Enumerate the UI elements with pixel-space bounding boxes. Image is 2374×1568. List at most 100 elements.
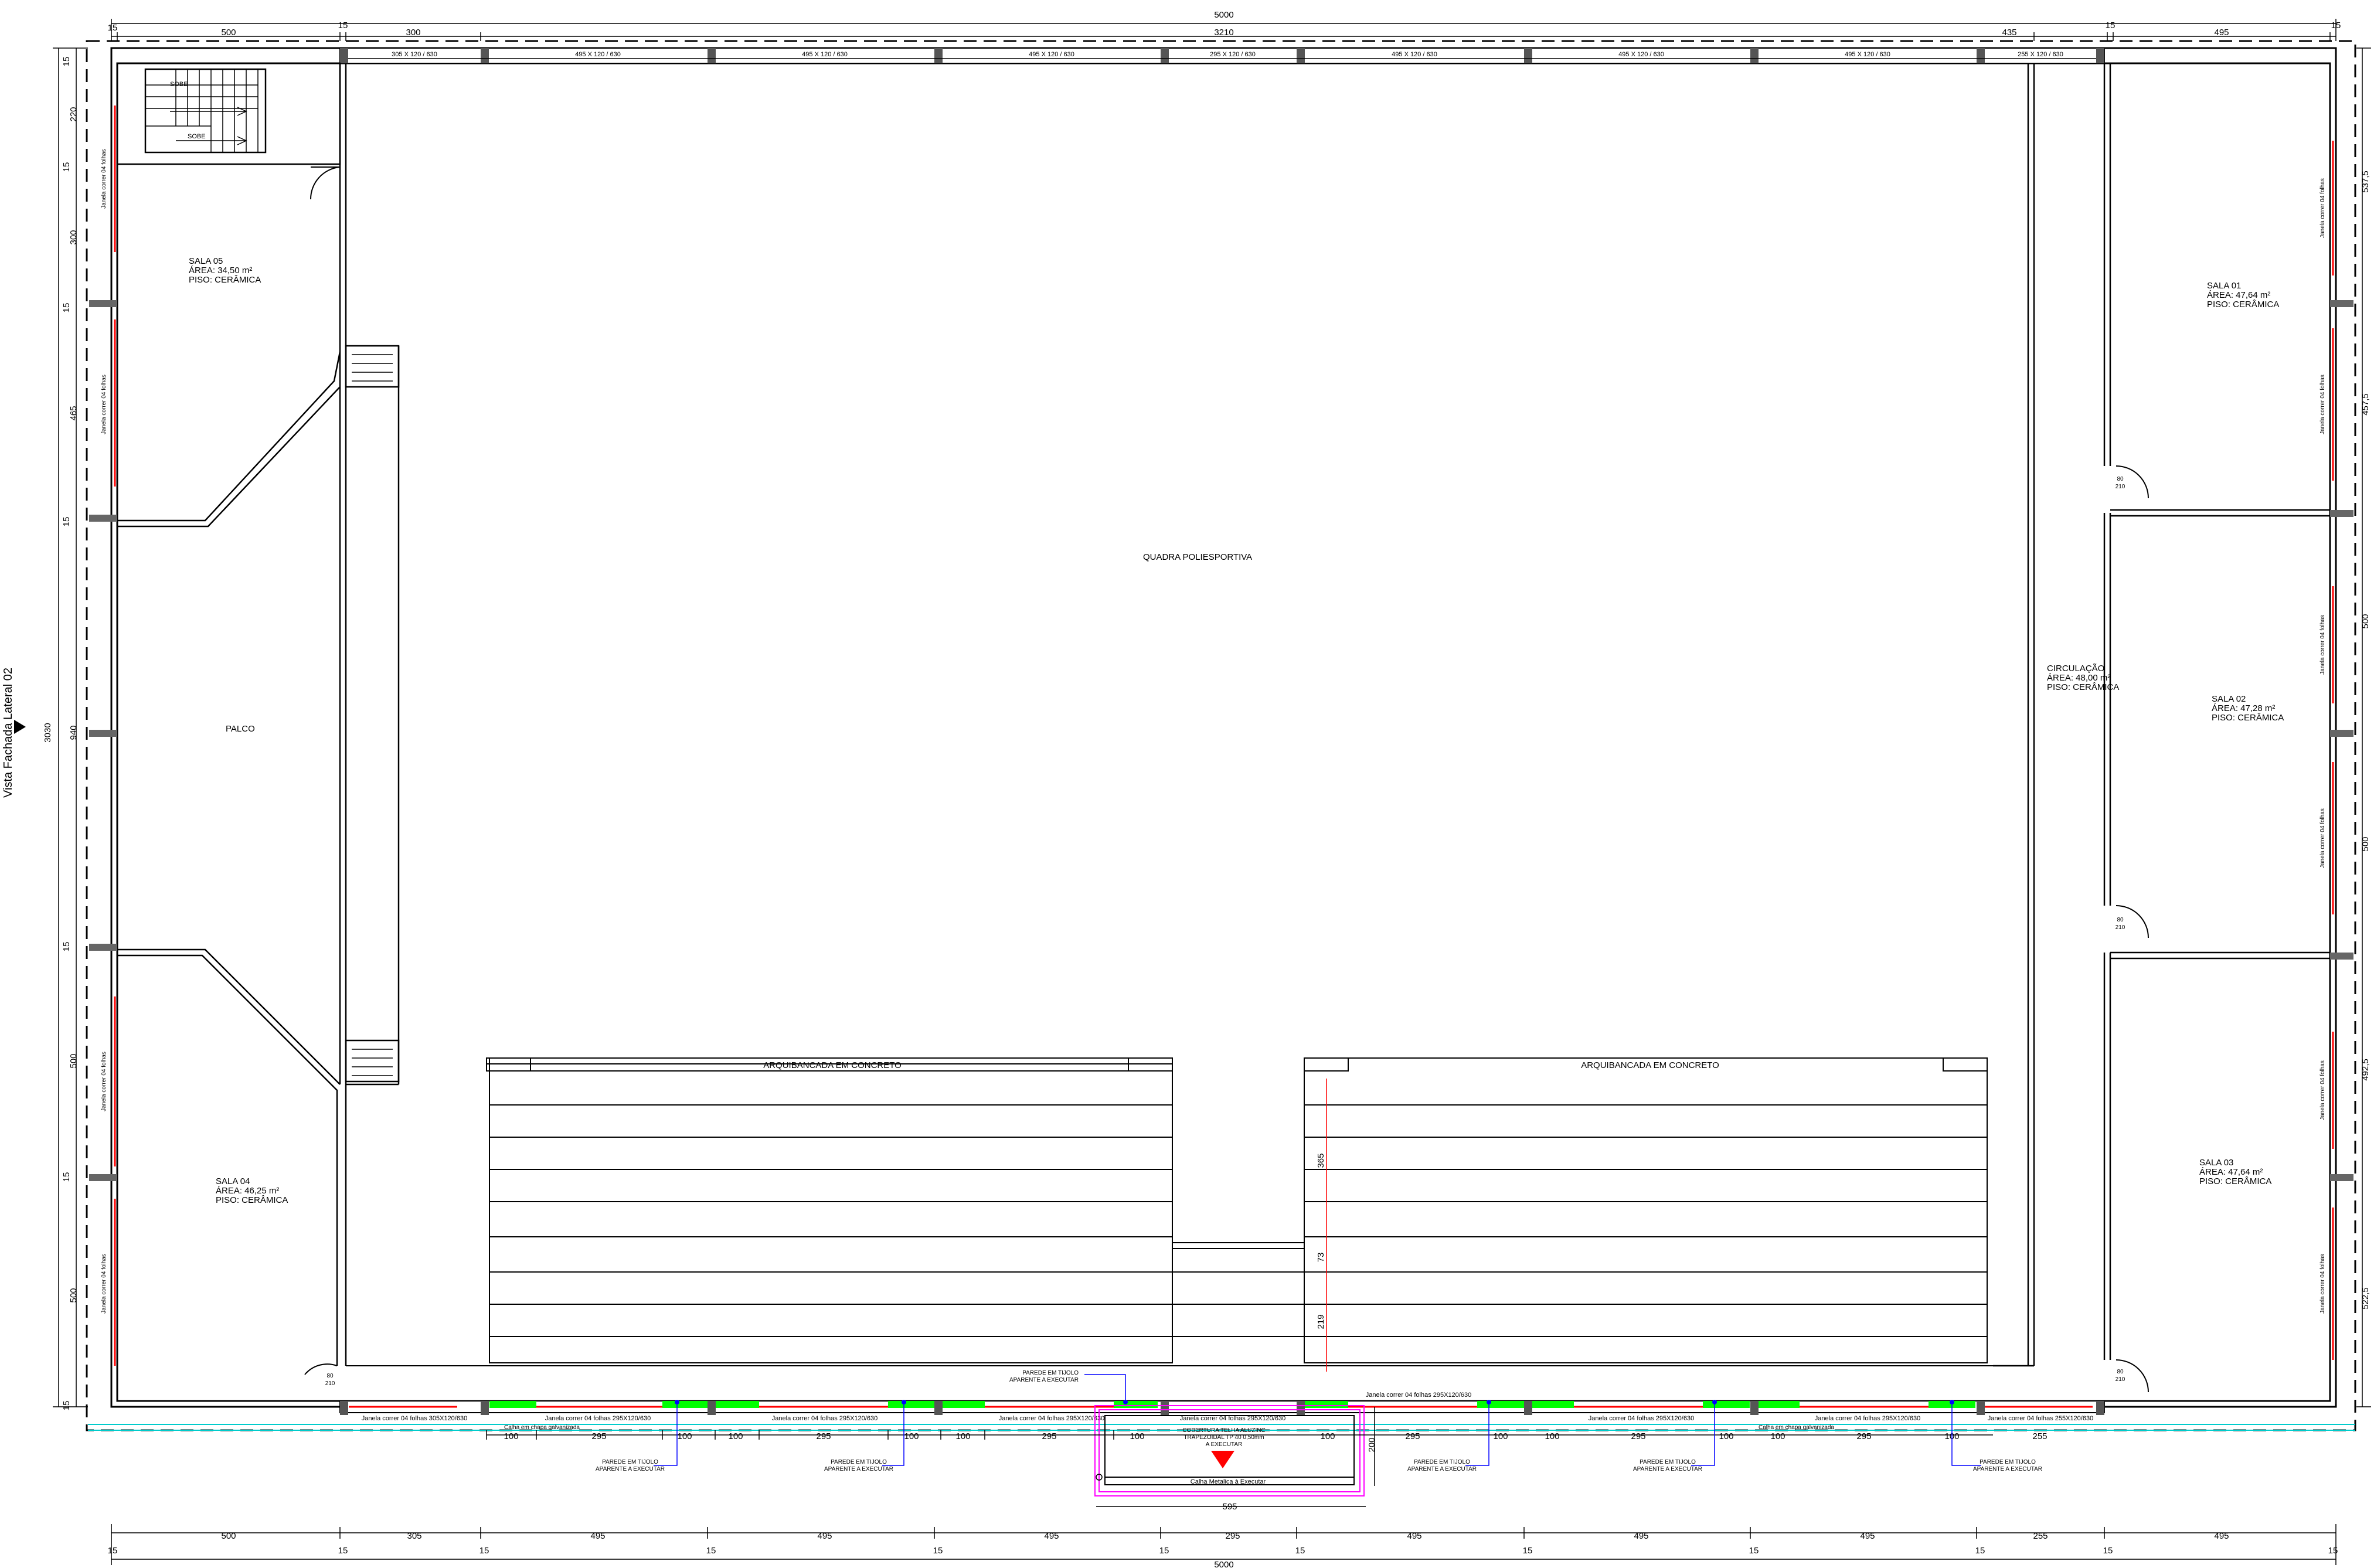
sala05-piso: PISO: CERÂMICA xyxy=(189,275,261,285)
dim-left-1: 15 xyxy=(62,57,72,67)
seg-dim-11: 295 xyxy=(1405,1431,1420,1441)
dim-right-2: 457,5 xyxy=(2361,393,2370,416)
seg-dim-8: 295 xyxy=(1042,1431,1056,1441)
seg-dim-7: 100 xyxy=(955,1431,970,1441)
label-arquibancada-right: ARQUIBANCADA EM CONCRETO xyxy=(1581,1060,1719,1070)
top-window-label-1: 305 X 120 / 630 xyxy=(392,51,437,58)
seg-dim-13: 100 xyxy=(1545,1431,1559,1441)
dim-bottom-1: 15 xyxy=(108,1546,118,1556)
bleacher-dim-3: 219 xyxy=(1316,1314,1326,1329)
cobertura-note-2: TRAPEZOIDAL TP 40 0,50mm xyxy=(1183,1434,1264,1441)
side-window-label-right-1: Janela correr 04 folhas xyxy=(2319,178,2326,238)
seg-dim-9: 100 xyxy=(1130,1431,1144,1441)
sala02-area: ÁREA: 47,28 m² xyxy=(2212,703,2275,713)
parede-note-d1: PAREDE EM TIJOLO xyxy=(1414,1459,1470,1465)
dim-bottom-9: 15 xyxy=(933,1546,943,1556)
bottom-window-label-3: Janela correr 04 folhas 295X120/630 xyxy=(772,1415,878,1422)
view-arrow-icon xyxy=(14,720,26,734)
seg-dim-10: 100 xyxy=(1320,1431,1335,1441)
door-label-w: 80 xyxy=(326,1373,334,1379)
parede-note-f1: PAREDE EM TIJOLO xyxy=(1980,1459,2036,1465)
cobertura-note-1: COBERTURA TELHA ALUZINC xyxy=(1182,1427,1265,1434)
dim-bottom-8: 495 xyxy=(817,1531,832,1541)
side-window-label-right-3: Janela correr 04 folhas xyxy=(2319,615,2326,675)
lower-dimension-row xyxy=(486,1430,1993,1440)
dim-bottom-12: 295 xyxy=(1225,1531,1240,1541)
sala02-piso: PISO: CERÂMICA xyxy=(2212,713,2284,723)
dim-top-4: 300 xyxy=(406,28,420,38)
dim-left-7: 15 xyxy=(62,517,72,527)
parede-note-dots xyxy=(675,1400,1954,1404)
top-window-label-6: 495 X 120 / 630 xyxy=(1392,51,1437,58)
dim-right-4: 500 xyxy=(2361,836,2370,851)
parede-note-leaders xyxy=(654,1374,1981,1466)
circulacao-area: ÁREA: 48,00 m² xyxy=(2047,673,2110,683)
dim-bottom-2: 500 xyxy=(221,1531,236,1541)
gutter-label-1: Calha em chapa galvanizada xyxy=(504,1424,580,1431)
stair-up-label-1: SOBE xyxy=(170,81,188,88)
parede-note-a1: PAREDE EM TIJOLO xyxy=(602,1459,658,1465)
dim-left-total: 3030 xyxy=(43,723,53,742)
label-sala02: SALA 02 ÁREA: 47,28 m² PISO: CERÂMICA xyxy=(2212,694,2284,723)
dim-left-6: 465 xyxy=(69,406,79,420)
stair-treads xyxy=(145,69,393,1076)
label-sala03: SALA 03 ÁREA: 47,64 m² PISO: CERÂMICA xyxy=(2199,1158,2271,1186)
dim-bottom-5: 15 xyxy=(479,1546,489,1556)
door-label-h: 210 xyxy=(2115,1376,2125,1383)
seg-dim-12: 100 xyxy=(1493,1431,1508,1441)
bottom-window-label-6: Janela correr 04 folhas 295X120/630 xyxy=(1366,1392,1471,1399)
seg-dim-15: 100 xyxy=(1719,1431,1733,1441)
sala05-area: ÁREA: 34,50 m² xyxy=(189,266,252,275)
dim-bottom-10: 495 xyxy=(1044,1531,1059,1541)
dim-top-total: 5000 xyxy=(1214,10,1233,20)
dim-left-10: 500 xyxy=(69,1053,79,1068)
parede-note-e1: PAREDE EM TIJOLO xyxy=(1640,1459,1696,1465)
dim-left-11: 15 xyxy=(62,1172,72,1182)
side-window-label-left-4: Janela correr 04 folhas xyxy=(101,1254,107,1314)
dim-top-6: 435 xyxy=(2002,28,2016,38)
dim-left-13: 15 xyxy=(62,1401,72,1411)
bottom-window-label-5: Janela correr 04 folhas 295X120/630 xyxy=(1180,1415,1285,1422)
label-sala04: SALA 04 ÁREA: 46,25 m² PISO: CERÂMICA xyxy=(216,1176,288,1205)
door-label-h: 210 xyxy=(325,1380,335,1387)
dim-bottom-18: 495 xyxy=(1860,1531,1875,1541)
top-window-label-4: 495 X 120 / 630 xyxy=(1029,51,1074,58)
sala01-piso: PISO: CERÂMICA xyxy=(2207,300,2279,309)
dim-bottom-23: 15 xyxy=(2328,1546,2338,1556)
dim-top-9: 15 xyxy=(2331,21,2341,30)
top-window-band xyxy=(339,47,2105,64)
sala04-area: ÁREA: 46,25 m² xyxy=(216,1186,279,1196)
dim-bottom-7: 15 xyxy=(706,1546,716,1556)
seg-dim-17: 295 xyxy=(1856,1431,1871,1441)
building-outline-dashed xyxy=(86,40,2356,1431)
parede-note-f2: APARENTE A EXECUTAR xyxy=(1973,1466,2042,1472)
dim-bottom-16: 495 xyxy=(1634,1531,1648,1541)
dim-bottom-13: 15 xyxy=(1295,1546,1305,1556)
dim-top-3: 15 xyxy=(338,21,348,30)
dim-right-3: 500 xyxy=(2361,614,2370,628)
side-window-label-right-6: Janela correr 04 folhas xyxy=(2319,1254,2326,1314)
side-window-label-right-4: Janela correr 04 folhas xyxy=(2319,808,2326,868)
dim-bottom-14: 495 xyxy=(1407,1531,1421,1541)
canopy-width-dim: 595 xyxy=(1222,1502,1237,1512)
parede-note-b2: APARENTE A EXECUTAR xyxy=(824,1466,893,1472)
left-dimension-chain xyxy=(53,47,88,1407)
sala03-area: ÁREA: 47,64 m² xyxy=(2199,1167,2263,1177)
dim-top-1: 15 xyxy=(108,23,118,33)
dim-bottom-4: 305 xyxy=(407,1531,421,1541)
top-window-label-8: 495 X 120 / 630 xyxy=(1845,51,1890,58)
dim-left-12: 500 xyxy=(69,1288,79,1302)
cobertura-note-3: A EXECUTAR xyxy=(1206,1441,1243,1448)
dim-right-5: 492,5 xyxy=(2361,1059,2370,1081)
label-quadra: QUADRA POLIESPORTIVA xyxy=(1143,552,1252,562)
door-label-h: 210 xyxy=(2115,924,2125,931)
gutter xyxy=(88,1424,2355,1431)
top-window-label-5: 295 X 120 / 630 xyxy=(1210,51,1256,58)
seg-dim-1: 100 xyxy=(504,1431,518,1441)
side-window-label-left-2: Janela correr 04 folhas xyxy=(101,375,107,434)
sala04-piso: PISO: CERÂMICA xyxy=(216,1195,288,1205)
drainage-arrow-icon xyxy=(1211,1451,1234,1468)
door-swings xyxy=(304,166,2149,1393)
top-window-label-2: 495 X 120 / 630 xyxy=(575,51,621,58)
